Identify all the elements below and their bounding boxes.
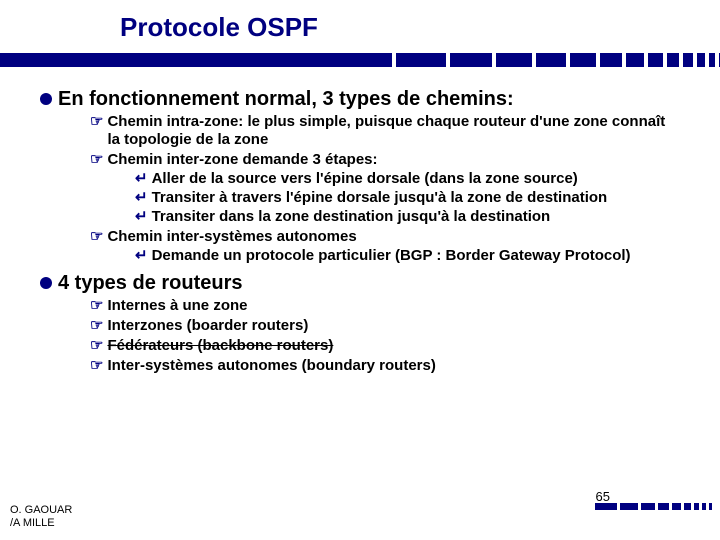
bullet-l2: ☞ Chemin inter-zone demande 3 étapes:: [40, 151, 680, 169]
l2-text: Fédérateurs (backbone routers): [107, 337, 333, 355]
decor-dashes: [396, 53, 720, 67]
footer-dash: [672, 503, 681, 510]
pointer-bullet-icon: ☞: [90, 317, 103, 335]
decor-dash: [396, 53, 446, 67]
decor-dash: [697, 53, 705, 67]
footer-dash: [595, 503, 617, 510]
title-decor-bar: [0, 53, 720, 67]
l2-text: Inter-systèmes autonomes (boundary route…: [107, 357, 435, 375]
bullet-l3: ↵ Demande un protocole particulier (BGP …: [40, 247, 680, 265]
footer-dash: [658, 503, 669, 510]
pointer-bullet-icon: ☞: [90, 297, 103, 315]
decor-dash: [536, 53, 566, 67]
l2-text: Interzones (boarder routers): [107, 317, 308, 335]
pointer-bullet-icon: ☞: [90, 228, 103, 246]
bullet-l3: ↵ Transiter dans la zone destination jus…: [40, 208, 680, 226]
circle-bullet-icon: [40, 277, 52, 289]
l2-text: Chemin inter-systèmes autonomes: [107, 228, 356, 246]
l1-text: 4 types de routeurs: [58, 271, 243, 295]
author-line1: O. GAOUAR: [10, 504, 72, 516]
l3-text: Transiter à travers l'épine dorsale jusq…: [152, 189, 608, 207]
decor-dash: [648, 53, 663, 67]
footer-author: O. GAOUAR /A MILLE: [10, 504, 72, 530]
pointer-bullet-icon: ☞: [90, 113, 103, 131]
l2-text: Chemin inter-zone demande 3 étapes:: [107, 151, 377, 169]
decor-dash: [450, 53, 492, 67]
author-line2: /A MILLE: [10, 517, 55, 529]
l2-text: Internes à une zone: [107, 297, 247, 315]
decor-dash: [600, 53, 622, 67]
bullet-l2: ☞ Chemin intra-zone: le plus simple, pui…: [40, 113, 680, 149]
bullet-l2: ☞ Fédérateurs (backbone routers): [40, 337, 680, 355]
content-area: En fonctionnement normal, 3 types de che…: [0, 87, 720, 375]
pointer-bullet-icon: ☞: [90, 151, 103, 169]
footer-decor: [595, 502, 712, 510]
footer-dash: [709, 503, 712, 510]
decor-dash: [709, 53, 715, 67]
l2-text: Chemin intra-zone: le plus simple, puisq…: [107, 113, 680, 149]
footer-dash: [684, 503, 691, 510]
bullet-l3: ↵ Transiter à travers l'épine dorsale ju…: [40, 189, 680, 207]
bullet-l2: ☞ Internes à une zone: [40, 297, 680, 315]
arrow-bullet-icon: ↵: [135, 170, 148, 188]
l3-text: Transiter dans la zone destination jusqu…: [152, 208, 551, 226]
l1-text: En fonctionnement normal, 3 types de che…: [58, 87, 514, 111]
footer-dash: [641, 503, 655, 510]
bullet-l1: En fonctionnement normal, 3 types de che…: [40, 87, 680, 111]
slide: Protocole OSPF En fonctionnement normal,…: [0, 0, 720, 540]
decor-dash: [626, 53, 644, 67]
footer-dash: [694, 503, 699, 510]
slide-title: Protocole OSPF: [0, 12, 720, 53]
pointer-bullet-icon: ☞: [90, 337, 103, 355]
decor-dash: [667, 53, 679, 67]
circle-bullet-icon: [40, 93, 52, 105]
bullet-l1: 4 types de routeurs: [40, 271, 680, 295]
bullet-l2: ☞ Inter-systèmes autonomes (boundary rou…: [40, 357, 680, 375]
arrow-bullet-icon: ↵: [135, 247, 148, 265]
pointer-bullet-icon: ☞: [90, 357, 103, 375]
decor-dash: [570, 53, 596, 67]
bullet-l2: ☞ Interzones (boarder routers): [40, 317, 680, 335]
arrow-bullet-icon: ↵: [135, 208, 148, 226]
bullet-l2: ☞ Chemin inter-systèmes autonomes: [40, 228, 680, 246]
l3-text: Aller de la source vers l'épine dorsale …: [152, 170, 578, 188]
arrow-bullet-icon: ↵: [135, 189, 148, 207]
decor-dash: [683, 53, 693, 67]
footer-dash: [702, 503, 706, 510]
l3-text: Demande un protocole particulier (BGP : …: [152, 247, 631, 265]
footer-dash: [620, 503, 638, 510]
bullet-l3: ↵ Aller de la source vers l'épine dorsal…: [40, 170, 680, 188]
decor-solid: [0, 53, 392, 67]
decor-dash: [496, 53, 532, 67]
